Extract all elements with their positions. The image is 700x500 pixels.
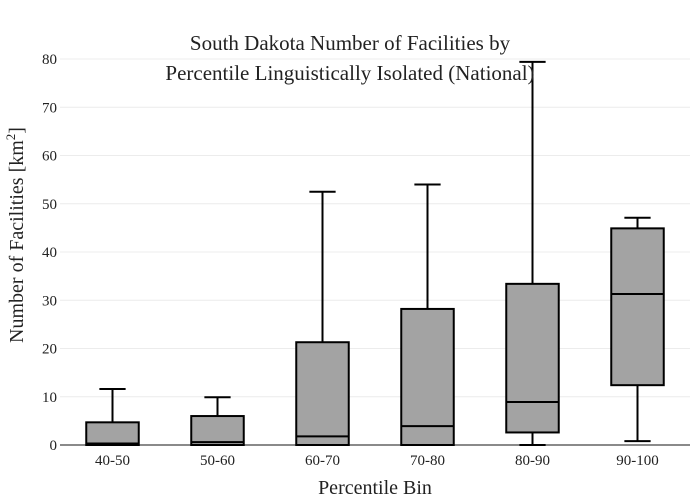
y-axis-label-superscript: 2 bbox=[3, 134, 18, 141]
y-tick-label: 0 bbox=[50, 438, 58, 454]
chart-title-line-1: South Dakota Number of Facilities by bbox=[190, 31, 511, 55]
box-80-90 bbox=[505, 60, 560, 446]
axes: 0 10 20 30 40 50 60 70 80 40-50 50-60 60-70 70-80 80-… bbox=[42, 52, 690, 469]
box-90-100 bbox=[610, 216, 665, 443]
x-axis-label: Percentile Bin bbox=[318, 477, 432, 499]
box-50-60 bbox=[190, 396, 245, 446]
y-tick-label: 20 bbox=[42, 342, 57, 358]
gridlines bbox=[60, 58, 690, 398]
y-axis-label-main: Number of Facilities [km bbox=[6, 140, 28, 343]
y-tick-label: 50 bbox=[42, 197, 57, 213]
y-tick-label: 10 bbox=[42, 390, 57, 406]
y-tick-label: 80 bbox=[42, 52, 57, 68]
y-axis-label-close: ] bbox=[6, 127, 28, 134]
x-tick-label: 70-80 bbox=[410, 453, 445, 469]
iqr-box bbox=[295, 341, 350, 447]
chart-title-line-2: Percentile Linguistically Isolated (Nati… bbox=[165, 61, 534, 85]
x-tick-label: 60-70 bbox=[305, 453, 340, 469]
box-40-50 bbox=[85, 388, 140, 447]
y-tick-label: 40 bbox=[42, 245, 57, 261]
iqr-box bbox=[610, 227, 665, 387]
y-axis-label: Number of Facilities [km2] bbox=[3, 127, 28, 343]
x-tick-label: 50-60 bbox=[200, 453, 235, 469]
x-tick-label: 90-100 bbox=[616, 453, 659, 469]
iqr-box bbox=[190, 415, 245, 446]
y-tick-label: 30 bbox=[42, 293, 57, 309]
iqr-box bbox=[400, 307, 455, 446]
y-tick-label: 70 bbox=[42, 100, 57, 116]
box-70-80 bbox=[400, 183, 455, 446]
iqr-box bbox=[85, 421, 140, 447]
x-tick-label: 80-90 bbox=[515, 453, 550, 469]
iqr-box bbox=[505, 282, 560, 434]
y-tick-label: 60 bbox=[42, 149, 57, 165]
box-60-70 bbox=[295, 190, 350, 447]
x-tick-label: 40-50 bbox=[95, 453, 130, 469]
boxes bbox=[85, 60, 665, 447]
